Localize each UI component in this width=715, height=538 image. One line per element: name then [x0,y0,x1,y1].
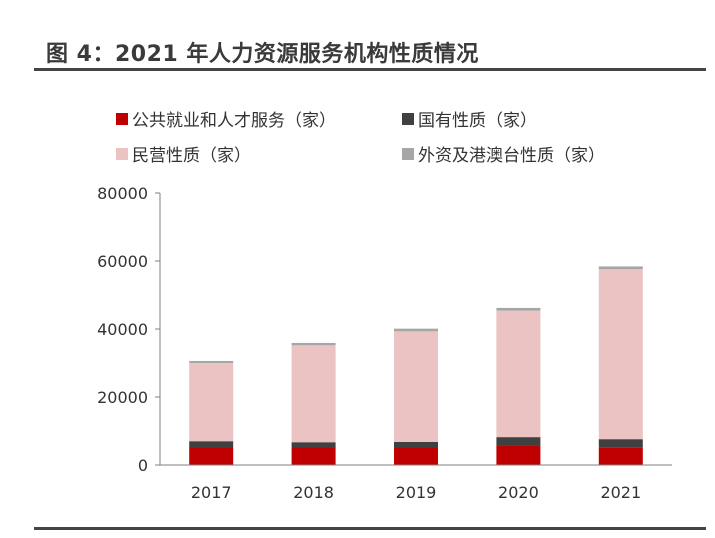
x-tick-label: 2021 [600,483,641,502]
bar-segment-2021-series-1 [598,439,643,448]
legend-swatch-private [116,147,128,160]
bar-segment-2018-series-2 [291,345,336,443]
bar-segment-2017-series-2 [189,363,234,442]
footer-divider [34,527,706,530]
title-divider [34,68,706,71]
legend-entry-public: 公共就业和人才服务（家） [116,106,336,131]
bar-segment-2019-series-0 [394,448,438,465]
legend-label-public: 公共就业和人才服务（家） [132,111,336,131]
legend-entry-state-owned: 国有性质（家） [402,106,537,131]
legend-label-state-owned: 国有性质（家） [418,111,537,131]
legend-label-private: 民营性质（家） [132,146,251,166]
bar-segment-2021-series-2 [598,269,643,440]
bar-segment-2020-series-3 [496,307,541,311]
bar-segment-2018-series-1 [291,442,336,448]
y-tick-label: 20000 [97,388,148,407]
bar-segment-2017-series-0 [189,448,234,465]
y-tick-label: 40000 [97,320,148,339]
legend-entry-foreign: 外资及港澳台性质（家） [402,141,605,166]
bar-segment-2020-series-2 [496,310,541,438]
bar-segment-2019-series-2 [394,331,438,442]
legend-swatch-public [116,112,128,125]
x-tick-label: 2019 [396,483,437,502]
bar-segment-2018-series-3 [291,342,336,346]
legend-swatch-foreign [402,147,414,160]
bar-segment-2017-series-3 [189,360,234,363]
bar-segment-2021-series-3 [598,266,643,270]
bar-segment-2021-series-0 [598,447,643,465]
bar-segment-2018-series-0 [291,448,336,465]
legend-entry-private: 民营性质（家） [116,141,251,166]
x-tick-label: 2020 [498,483,539,502]
x-tick-label: 2017 [191,483,232,502]
bar-segment-2017-series-1 [189,441,234,448]
y-tick-label: 0 [138,456,148,475]
chart-title: 图 4：2021 年人力资源服务机构性质情况 [46,42,479,67]
bar-segment-2020-series-1 [496,437,541,446]
bar-segment-2019-series-1 [394,441,438,448]
x-tick-label: 2018 [293,483,334,502]
legend-swatch-state-owned [402,112,414,125]
bar-segment-2019-series-3 [394,328,438,332]
y-tick-label: 60000 [97,252,148,271]
bar-segment-2020-series-0 [496,445,541,465]
y-tick-label: 80000 [97,184,148,203]
legend-label-foreign: 外资及港澳台性质（家） [418,146,605,166]
